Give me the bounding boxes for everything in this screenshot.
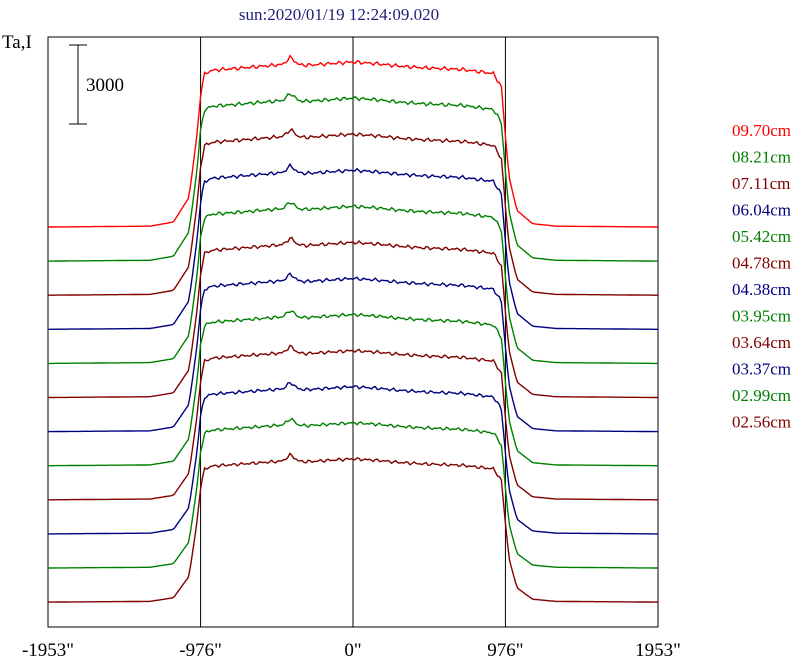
series-line-02.56cm	[48, 452, 658, 603]
x-tick-labels: -1953" -976" 0" 976" 1953"	[22, 640, 681, 661]
x-tick-label-4: 1953"	[635, 640, 681, 661]
series-line-06.04cm	[48, 162, 658, 330]
legend-item-09.70cm: 09.70cm	[732, 121, 791, 140]
series-line-03.95cm	[48, 310, 658, 467]
legend-item-03.95cm: 03.95cm	[732, 307, 791, 326]
legend-item-08.21cm: 08.21cm	[732, 148, 791, 167]
y-axis-label: Ta,I	[2, 32, 32, 53]
series-group	[48, 54, 658, 603]
legend-item-02.99cm: 02.99cm	[732, 386, 791, 405]
x-tick-label-3: 976"	[487, 640, 523, 661]
legend-item-06.04cm: 06.04cm	[732, 201, 791, 220]
legend-item-07.11cm: 07.11cm	[732, 174, 790, 193]
series-line-05.42cm	[48, 201, 658, 365]
limb-lines	[200, 37, 506, 627]
series-line-04.78cm	[48, 236, 658, 399]
legend-item-03.37cm: 03.37cm	[732, 360, 791, 379]
series-line-02.99cm	[48, 417, 658, 569]
legend-item-05.42cm: 05.42cm	[732, 227, 791, 246]
legend-item-04.38cm: 04.38cm	[732, 280, 791, 299]
series-line-08.21cm	[48, 92, 658, 262]
series-line-07.11cm	[48, 127, 658, 296]
chart-title: sun:2020/01/19 12:24:09.020	[239, 5, 439, 24]
scale-bar: 3000	[69, 44, 124, 125]
legend-item-04.78cm: 04.78cm	[732, 254, 791, 273]
series-line-03.37cm	[48, 381, 658, 535]
legend-item-03.64cm: 03.64cm	[732, 333, 791, 352]
series-line-04.38cm	[48, 272, 658, 433]
x-tick-label-1: -976"	[179, 640, 222, 661]
scale-bar-label: 3000	[86, 75, 124, 96]
series-line-09.70cm	[48, 54, 658, 228]
series-line-03.64cm	[48, 344, 658, 501]
x-tick-label-2: 0"	[344, 640, 361, 661]
x-tick-label-0: -1953"	[22, 640, 74, 661]
legend: 09.70cm 08.21cm 07.11cm 06.04cm 05.42cm 04.78…	[732, 121, 791, 432]
legend-item-02.56cm: 02.56cm	[732, 413, 791, 432]
